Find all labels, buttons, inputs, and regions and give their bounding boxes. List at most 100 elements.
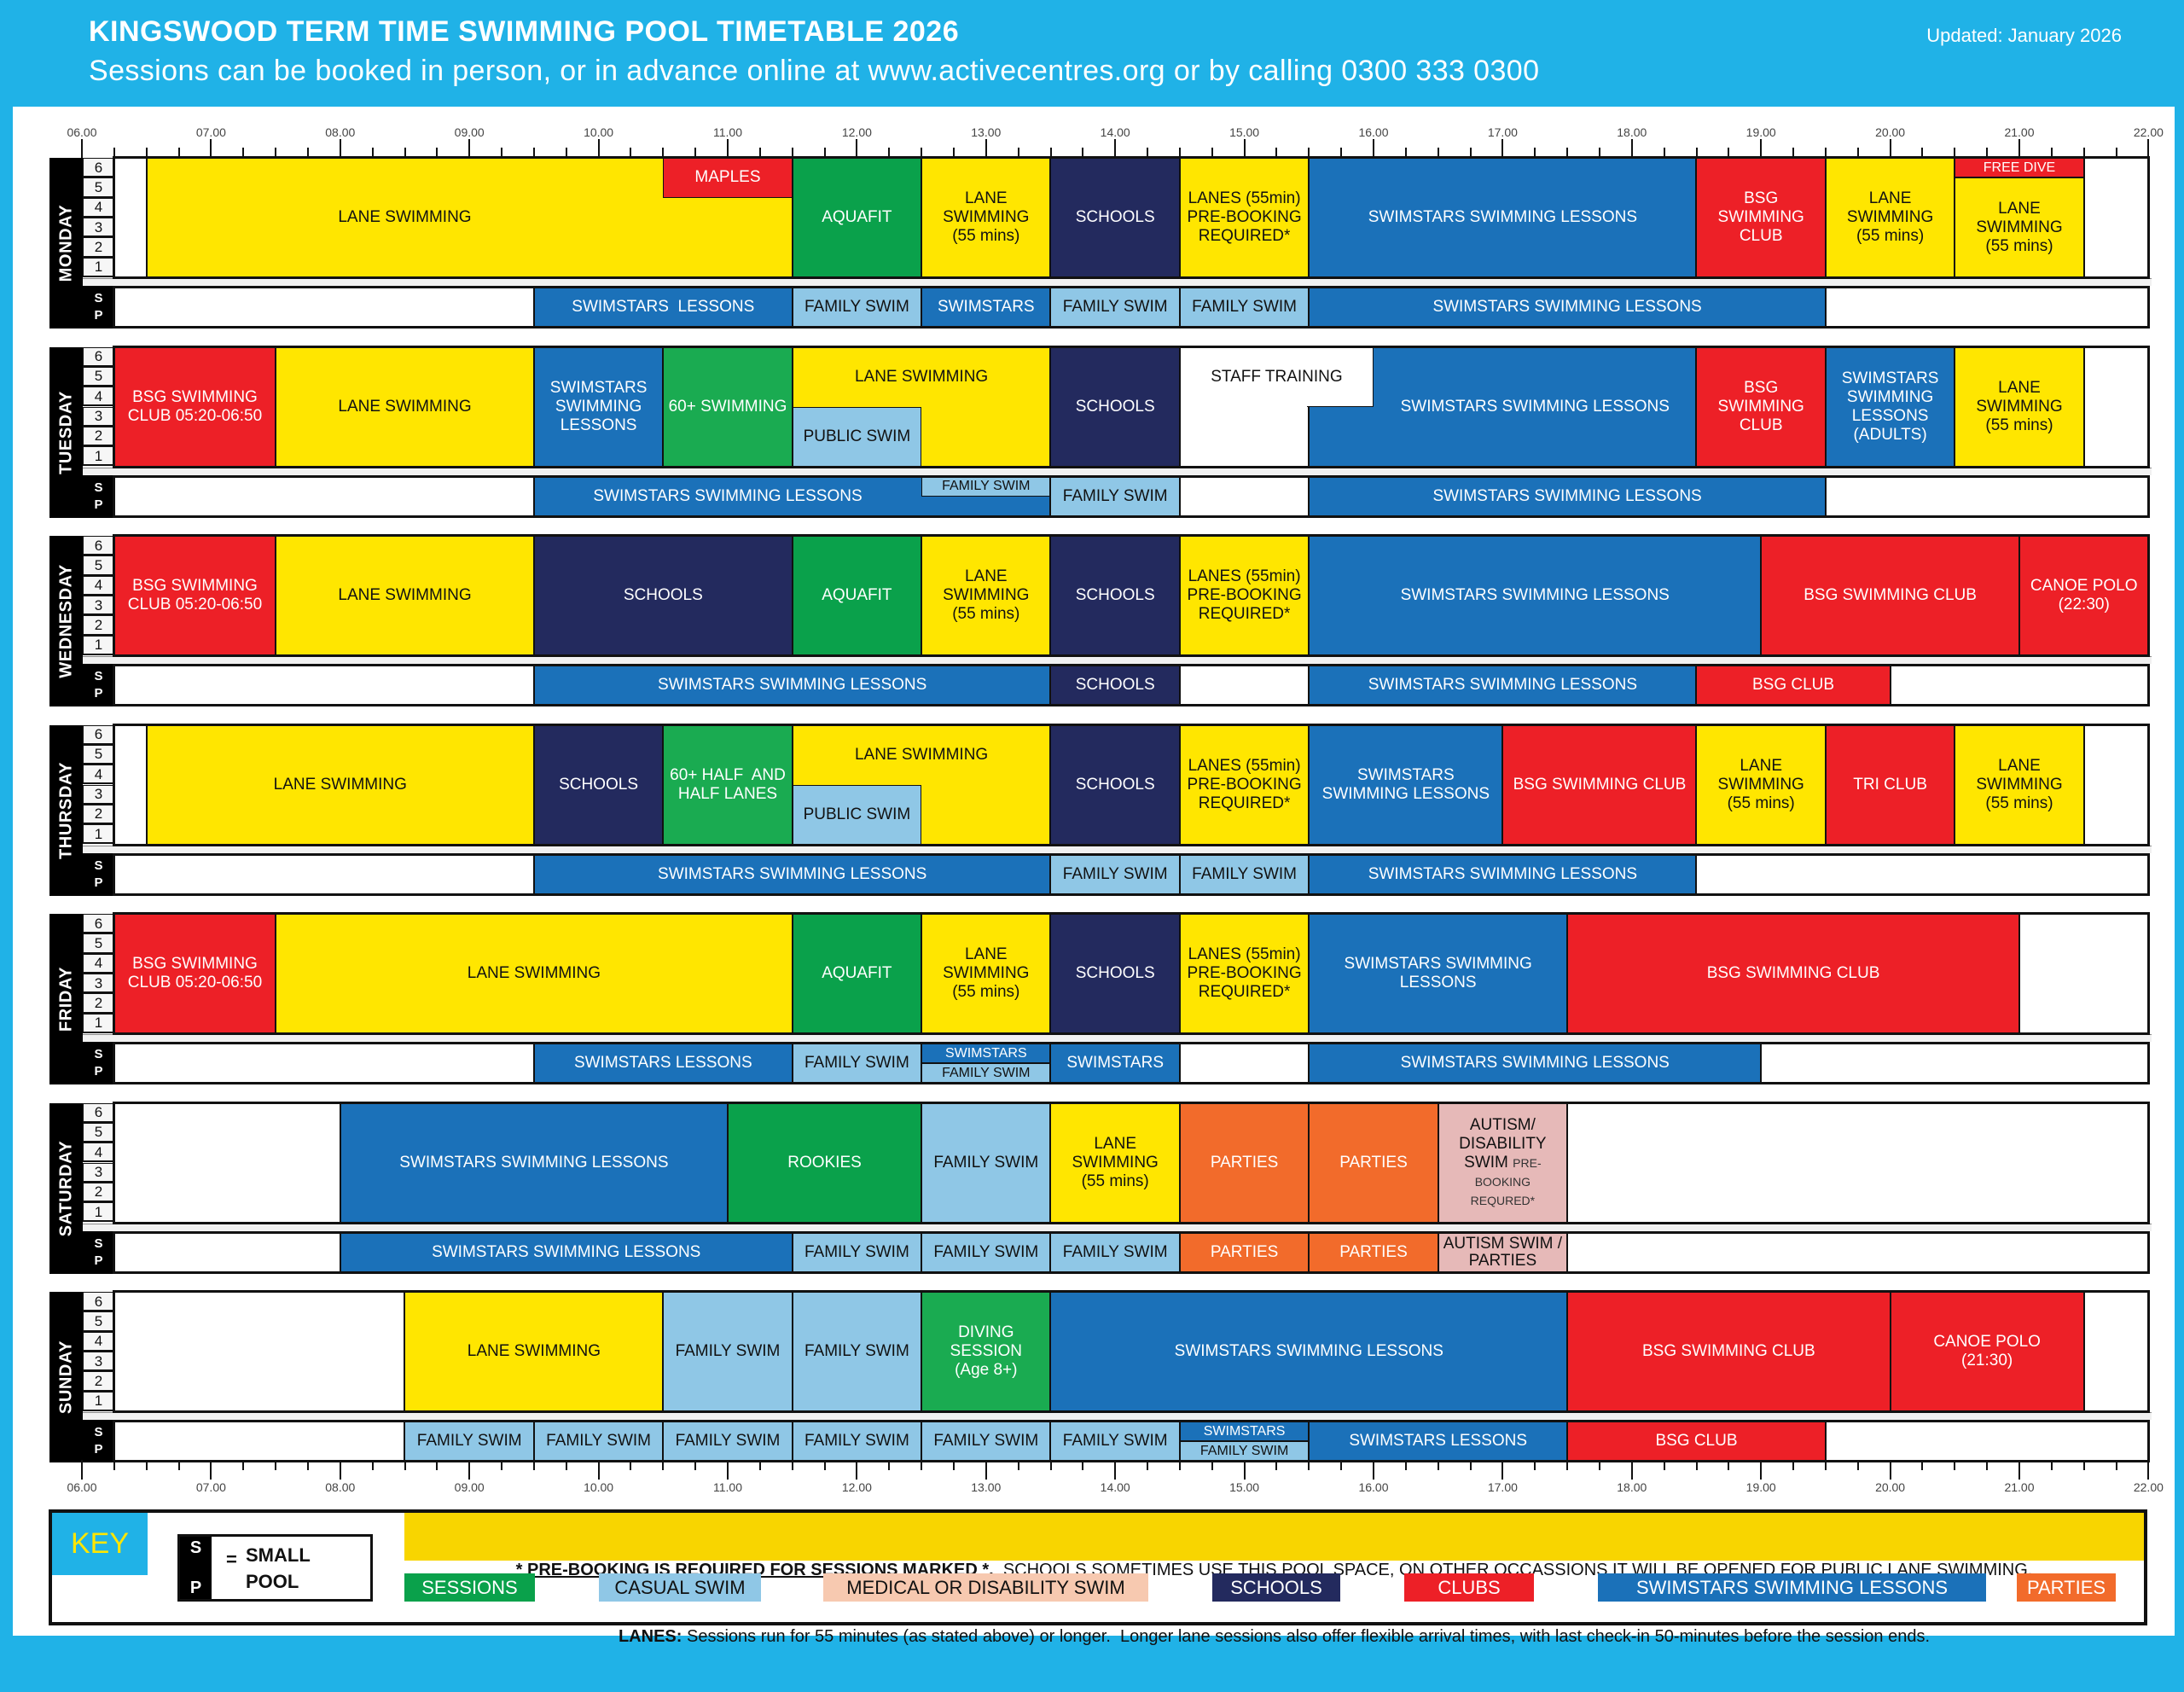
hour-tick	[727, 139, 729, 158]
small-pool-row: FAMILY SWIM FAMILY SWIM FAMILY SWIM FAMILY …	[112, 1420, 2151, 1462]
main-pool-row: BSG SWIMMING CLUB 05:20-06:50 LANE SWIMMIN…	[112, 345, 2151, 468]
legend-sessions: SESSIONS	[404, 1573, 535, 1602]
main-pool-row: LANE SWIMMING MAPLES AQUAFIT LANE SWIMMING (5…	[112, 156, 2151, 279]
lane-number: 6	[83, 346, 114, 367]
lane-number: 2	[83, 1371, 114, 1392]
session-swimstars-swimming-lessons	[1050, 1292, 1568, 1411]
time-label: 06.00	[67, 1480, 97, 1494]
hour-tick	[1502, 139, 1504, 158]
empty-slot	[2018, 914, 2149, 1033]
booking-notice: * PRE-BOOKING IS REQUIRED FOR SESSIONS M…	[404, 1513, 2144, 1646]
quarter-tick	[113, 1460, 115, 1470]
session-60-half-and-half-lanes	[663, 724, 793, 845]
session-lane-swimming-55-mins	[1825, 158, 1955, 277]
session-lanes-55min-pre-booking-required	[1179, 536, 1310, 655]
session-autism-disability-swim-pre-booking-requred	[1438, 1102, 1568, 1223]
quarter-tick	[501, 148, 503, 158]
quarter-tick	[1275, 1460, 1278, 1470]
small-pool-letter: P	[94, 1442, 103, 1457]
quarter-tick	[1663, 148, 1665, 158]
session-lane-swimming-55-mins	[921, 536, 1051, 655]
session-family-swim	[792, 1044, 922, 1083]
legend-swimstars-lessons: SWIMSTARS SWIMMING LESSONS	[1598, 1573, 1986, 1602]
pool-divider	[83, 1223, 2152, 1231]
time-label: 21.00	[2004, 1480, 2035, 1494]
hour-tick	[597, 1460, 600, 1480]
session-staff-training	[1179, 346, 1310, 467]
quarter-tick	[1437, 148, 1439, 158]
session-family-swim	[663, 1292, 793, 1411]
session-swimstars-swimming-lessons	[1309, 666, 1697, 705]
quarter-tick	[1921, 148, 1924, 158]
session-family-swim	[1179, 288, 1310, 327]
day-sunday: SUNDAY 6 5 4 3 2 1 S P LANE SWIMMING FAMILY SWIM FA…	[49, 1290, 2152, 1462]
quarter-tick	[1824, 1460, 1827, 1470]
quarter-tick	[1534, 148, 1536, 158]
session-family-swim	[921, 476, 1051, 497]
session-schools	[533, 724, 664, 845]
session-swimstars-swimming-lessons	[340, 1102, 728, 1223]
hour-tick	[339, 1460, 341, 1480]
time-label: 19.00	[1745, 125, 1776, 139]
quarter-tick	[1340, 148, 1343, 158]
quarter-tick	[1954, 148, 1956, 158]
session-family-swim	[1050, 1422, 1180, 1461]
quarter-tick	[145, 148, 148, 158]
session-family-swim	[792, 1292, 922, 1411]
quarter-tick	[758, 1460, 761, 1470]
session-schools	[1050, 724, 1180, 845]
empty-slot	[113, 476, 534, 516]
session-aquafit	[792, 536, 922, 655]
session-swimstars-swimming-lessons	[1309, 346, 1697, 467]
quarter-tick	[1986, 148, 1989, 158]
session-schools	[1050, 666, 1180, 705]
session-swimstars-swimming-lessons	[1309, 724, 1503, 845]
session-diving-session-age-8	[921, 1292, 1051, 1411]
empty-slot	[1179, 666, 1310, 705]
hour-tick	[468, 1460, 471, 1480]
small-pool-letter: S	[94, 669, 103, 683]
day-name: MONDAY	[56, 204, 75, 282]
main-pool-row: LANE SWIMMING SCHOOLS 60+ HALF AND HALF LAN…	[112, 723, 2151, 846]
session-bsg-swimming-club-05-20-06-50	[113, 346, 276, 467]
lane-number: 1	[83, 824, 114, 845]
session-family-swim	[792, 1232, 922, 1272]
session-schools	[1050, 158, 1180, 277]
quarter-tick	[565, 1460, 567, 1470]
hour-tick	[985, 1460, 987, 1480]
quarter-tick	[2082, 148, 2085, 158]
legend-casual-swim: CASUAL SWIM	[599, 1573, 761, 1602]
empty-slot	[113, 288, 534, 327]
session-swimstars-swimming-lessons	[1309, 158, 1697, 277]
quarter-tick	[275, 1460, 277, 1470]
hour-tick	[2018, 1460, 2020, 1480]
session-lane-swimming-55-mins	[1696, 724, 1826, 845]
session-swimstars-lessons	[533, 1044, 793, 1083]
lane-number: 6	[83, 536, 114, 556]
hour-tick	[1373, 1460, 1374, 1480]
lane-number: 6	[83, 158, 114, 178]
lane-number: 2	[83, 426, 114, 447]
small-pool-letter: P	[94, 308, 103, 323]
session-lane-swimming	[276, 536, 534, 655]
quarter-tick	[921, 1460, 923, 1470]
day-monday: MONDAY 6 5 4 3 2 1 S P LANE SWIMMING MAPLES AQUAFIT…	[49, 156, 2152, 329]
session-lane-swimming-55-mins	[1955, 346, 2084, 467]
session-bsg-swimming-club	[1502, 724, 1697, 845]
session-family-swim	[1050, 854, 1180, 894]
main-pool-row: BSG SWIMMING CLUB 05:20-06:50 LANE SWIMMIN…	[112, 912, 2151, 1035]
lane-number: 4	[83, 765, 114, 785]
session-swimstars-swimming-lessons	[1309, 288, 1826, 327]
session-public-swim	[792, 406, 922, 467]
empty-slot	[1567, 1102, 2149, 1223]
hour-tick	[1889, 139, 1891, 158]
time-label: 17.00	[1487, 125, 1518, 139]
session-family-swim	[792, 1422, 922, 1461]
quarter-tick	[1049, 148, 1052, 158]
empty-slot	[113, 1422, 405, 1461]
lane-number: 2	[83, 237, 114, 258]
day-name: THURSDAY	[56, 761, 75, 859]
session-schools	[1050, 536, 1180, 655]
